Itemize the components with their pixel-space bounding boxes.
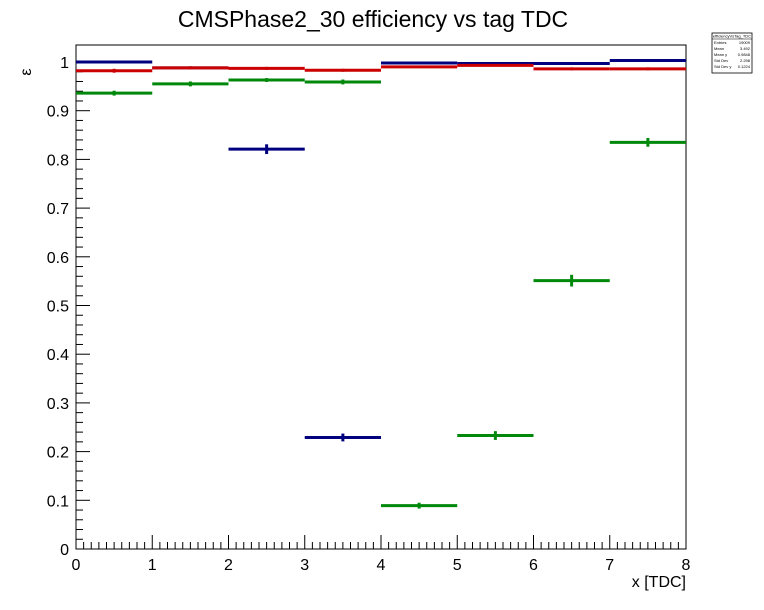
y-tick-label: 0: [60, 542, 69, 559]
chart-title: CMSPhase2_30 efficiency vs tag TDC: [178, 6, 568, 32]
stats-value: 0.1224: [738, 64, 751, 69]
stats-value: 0.9848: [738, 52, 751, 57]
x-tick-label: 0: [72, 557, 81, 574]
plot-frame: [75, 44, 687, 550]
y-tick-label: 0.5: [47, 299, 69, 316]
y-axis-label: ε: [18, 68, 35, 75]
x-tick-label: 7: [605, 557, 614, 574]
stats-value: 3.492: [740, 46, 751, 51]
y-tick-label: 0.6: [47, 250, 69, 267]
stats-value: 2.298: [740, 58, 751, 63]
y-tick-label: 0.7: [47, 201, 69, 218]
x-tick-label: 3: [300, 557, 309, 574]
y-tick-label: 0.8: [47, 152, 69, 169]
y-tick-label: 0.4: [47, 347, 69, 364]
x-tick-label: 2: [224, 557, 233, 574]
y-tick-label: 0.3: [47, 396, 69, 413]
y-axis: 0 0.1 0.2 0.3 0.4 0.5 0.6 0.7 0.8 0.9 1: [47, 55, 90, 559]
y-tick-label: 0.9: [47, 104, 69, 121]
x-axis: 0 1 2 3 4 5 6 7 8: [72, 535, 691, 574]
x-tick-label: 8: [682, 557, 691, 574]
stats-value: 19009: [739, 40, 751, 45]
x-axis-label: x [TDC]: [632, 574, 686, 591]
stats-label: Entries: [714, 40, 726, 45]
series-3: [76, 78, 686, 509]
x-tick-label: 6: [529, 557, 538, 574]
stats-label: Std Dev: [714, 58, 728, 63]
series-1: [76, 59, 686, 442]
x-tick-label: 5: [453, 557, 462, 574]
y-tick-label: 0.1: [47, 493, 69, 510]
stats-box-frame: [711, 32, 753, 74]
series-2: [76, 63, 686, 73]
x-tick-label: 4: [377, 557, 386, 574]
stats-box-title: efficiencyVsTag_TDC: [713, 34, 751, 39]
y-tick-label: 1: [60, 55, 69, 72]
stats-box: efficiencyVsTag_TDC Entries 19009 Mean 3.49…: [711, 32, 753, 74]
y-tick-label: 0.2: [47, 445, 69, 462]
stats-box-rows: Entries 19009 Mean 3.492 Mean y 0.9848 Std Dev…: [714, 40, 751, 69]
series-layer: [76, 59, 686, 509]
x-tick-label: 1: [148, 557, 157, 574]
stats-label: Mean: [714, 46, 724, 51]
stats-label: Std Dev y: [714, 64, 731, 69]
stats-label: Mean y: [714, 52, 727, 57]
